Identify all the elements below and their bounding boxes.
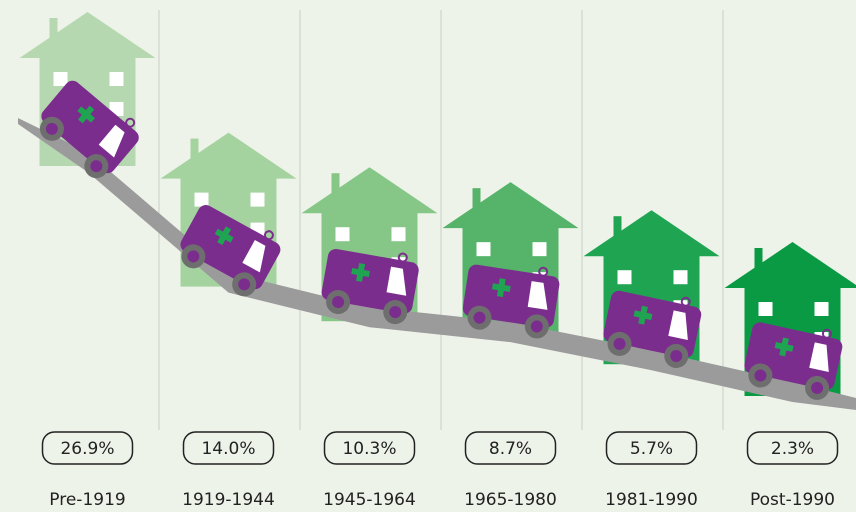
category-label: 1919-1944 — [182, 490, 275, 510]
window — [392, 227, 406, 241]
roof — [584, 210, 720, 256]
value-label: 5.7% — [630, 439, 673, 459]
value-label: 8.7% — [489, 439, 532, 459]
roof — [20, 12, 156, 58]
window — [674, 270, 688, 284]
window — [54, 72, 68, 86]
roof — [161, 133, 297, 179]
roof — [302, 167, 438, 213]
category-label: 1945-1964 — [323, 490, 416, 510]
window — [533, 242, 547, 256]
window — [251, 193, 265, 207]
window — [336, 227, 350, 241]
window — [759, 302, 773, 316]
window — [110, 72, 124, 86]
value-label: 2.3% — [771, 439, 814, 459]
category-label: 1981-1990 — [605, 490, 698, 510]
road — [18, 118, 856, 410]
value-label: 26.9% — [60, 439, 114, 459]
value-label: 10.3% — [342, 439, 396, 459]
roof — [443, 182, 579, 228]
window — [195, 193, 209, 207]
chart: 26.9% Pre-1919 14.0% 1919-1944 10.3% 1945-196… — [0, 0, 856, 512]
window — [477, 242, 491, 256]
roof — [725, 242, 856, 288]
category-label: Post-1990 — [750, 490, 835, 510]
category-label: 1965-1980 — [464, 490, 557, 510]
window — [618, 270, 632, 284]
window — [815, 302, 829, 316]
page: 26.9% Pre-1919 14.0% 1919-1944 10.3% 1945-196… — [0, 0, 856, 512]
category-label: Pre-1919 — [49, 490, 125, 510]
value-label: 14.0% — [201, 439, 255, 459]
